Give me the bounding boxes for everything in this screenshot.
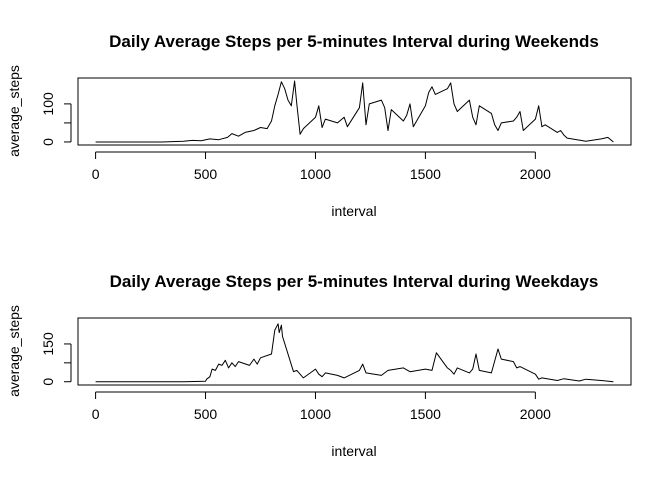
plot-frame-weekends [77, 77, 632, 146]
y-tick-label-weekends: 0 [40, 138, 56, 146]
x-tick-label-weekends: 2000 [520, 166, 551, 182]
y-tick-label-weekdays: 0 [40, 378, 56, 386]
y-axis-weekends: 0 100 [40, 92, 72, 146]
x-axis-label-weekdays: interval [331, 443, 376, 459]
plot-frame-weekdays [77, 317, 632, 386]
y-tick-label-weekends: 100 [40, 92, 56, 116]
chart-panel-weekdays: Daily Average Steps per 5-minutes Interv… [6, 272, 632, 459]
x-tick-label-weekends: 0 [92, 166, 100, 182]
y-axis-weekdays: 0 150 [40, 332, 72, 386]
x-axis-weekdays: 0 500 1000 1500 2000 [92, 391, 551, 422]
y-axis-label-weekends: average_steps [6, 65, 22, 157]
chart-panel-weekends: Daily Average Steps per 5-minutes Interv… [6, 32, 632, 219]
x-tick-label-weekdays: 1000 [300, 406, 331, 422]
x-tick-label-weekends: 500 [194, 166, 218, 182]
x-tick-label-weekdays: 500 [194, 406, 218, 422]
chart-title-weekends: Daily Average Steps per 5-minutes Interv… [109, 32, 599, 51]
x-tick-label-weekends: 1500 [410, 166, 441, 182]
x-tick-label-weekends: 1000 [300, 166, 331, 182]
y-tick-label-weekdays: 150 [40, 332, 56, 356]
chart-title-weekdays: Daily Average Steps per 5-minutes Interv… [110, 272, 599, 291]
series-line-weekends [95, 80, 614, 143]
x-axis-label-weekends: interval [331, 203, 376, 219]
x-tick-label-weekdays: 0 [92, 406, 100, 422]
x-tick-label-weekdays: 1500 [410, 406, 441, 422]
series-line-weekdays [95, 323, 614, 383]
y-axis-label-weekdays: average_steps [6, 305, 22, 397]
x-axis-weekends: 0 500 1000 1500 2000 [92, 151, 551, 182]
x-tick-label-weekdays: 2000 [520, 406, 551, 422]
